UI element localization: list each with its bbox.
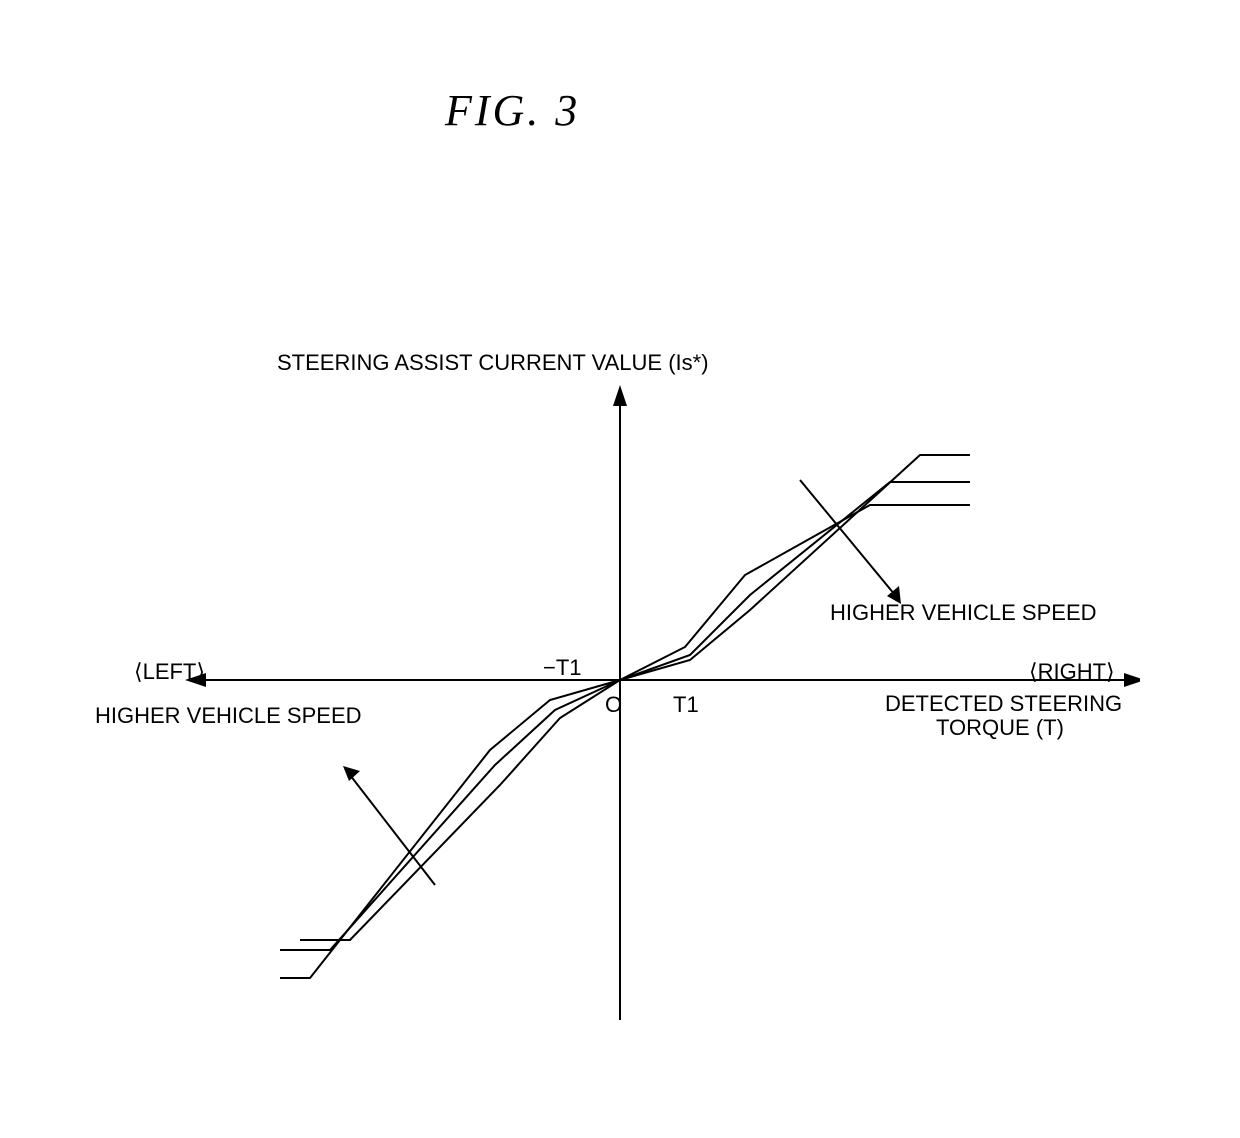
neg-t1-label: −T1 — [543, 655, 582, 681]
right-marker: ⟨RIGHT⟩ — [1029, 659, 1115, 685]
t1-label: T1 — [673, 692, 699, 718]
indicator-arrow-right-line — [800, 480, 895, 595]
curve-line — [300, 505, 970, 940]
x-axis-title-line2: TORQUE (T) — [936, 715, 1064, 741]
figure-title: FIG. 3 — [445, 85, 580, 136]
indicator-arrow-left-head — [343, 766, 360, 781]
higher-speed-left: HIGHER VEHICLE SPEED — [95, 703, 362, 729]
curves-group — [280, 455, 970, 978]
y-arrow-top — [613, 385, 627, 406]
x-axis-title-line1: DETECTED STEERING — [885, 691, 1122, 717]
x-arrow-right — [1124, 673, 1140, 687]
curve-line — [280, 482, 970, 950]
origin-label: O — [605, 692, 622, 718]
higher-speed-right: HIGHER VEHICLE SPEED — [830, 600, 1097, 626]
indicator-arrow-left-line — [350, 775, 435, 885]
y-axis-title: STEERING ASSIST CURRENT VALUE (Is*) — [277, 350, 709, 376]
curve-line — [280, 455, 970, 978]
left-marker: ⟨LEFT⟩ — [134, 659, 205, 685]
